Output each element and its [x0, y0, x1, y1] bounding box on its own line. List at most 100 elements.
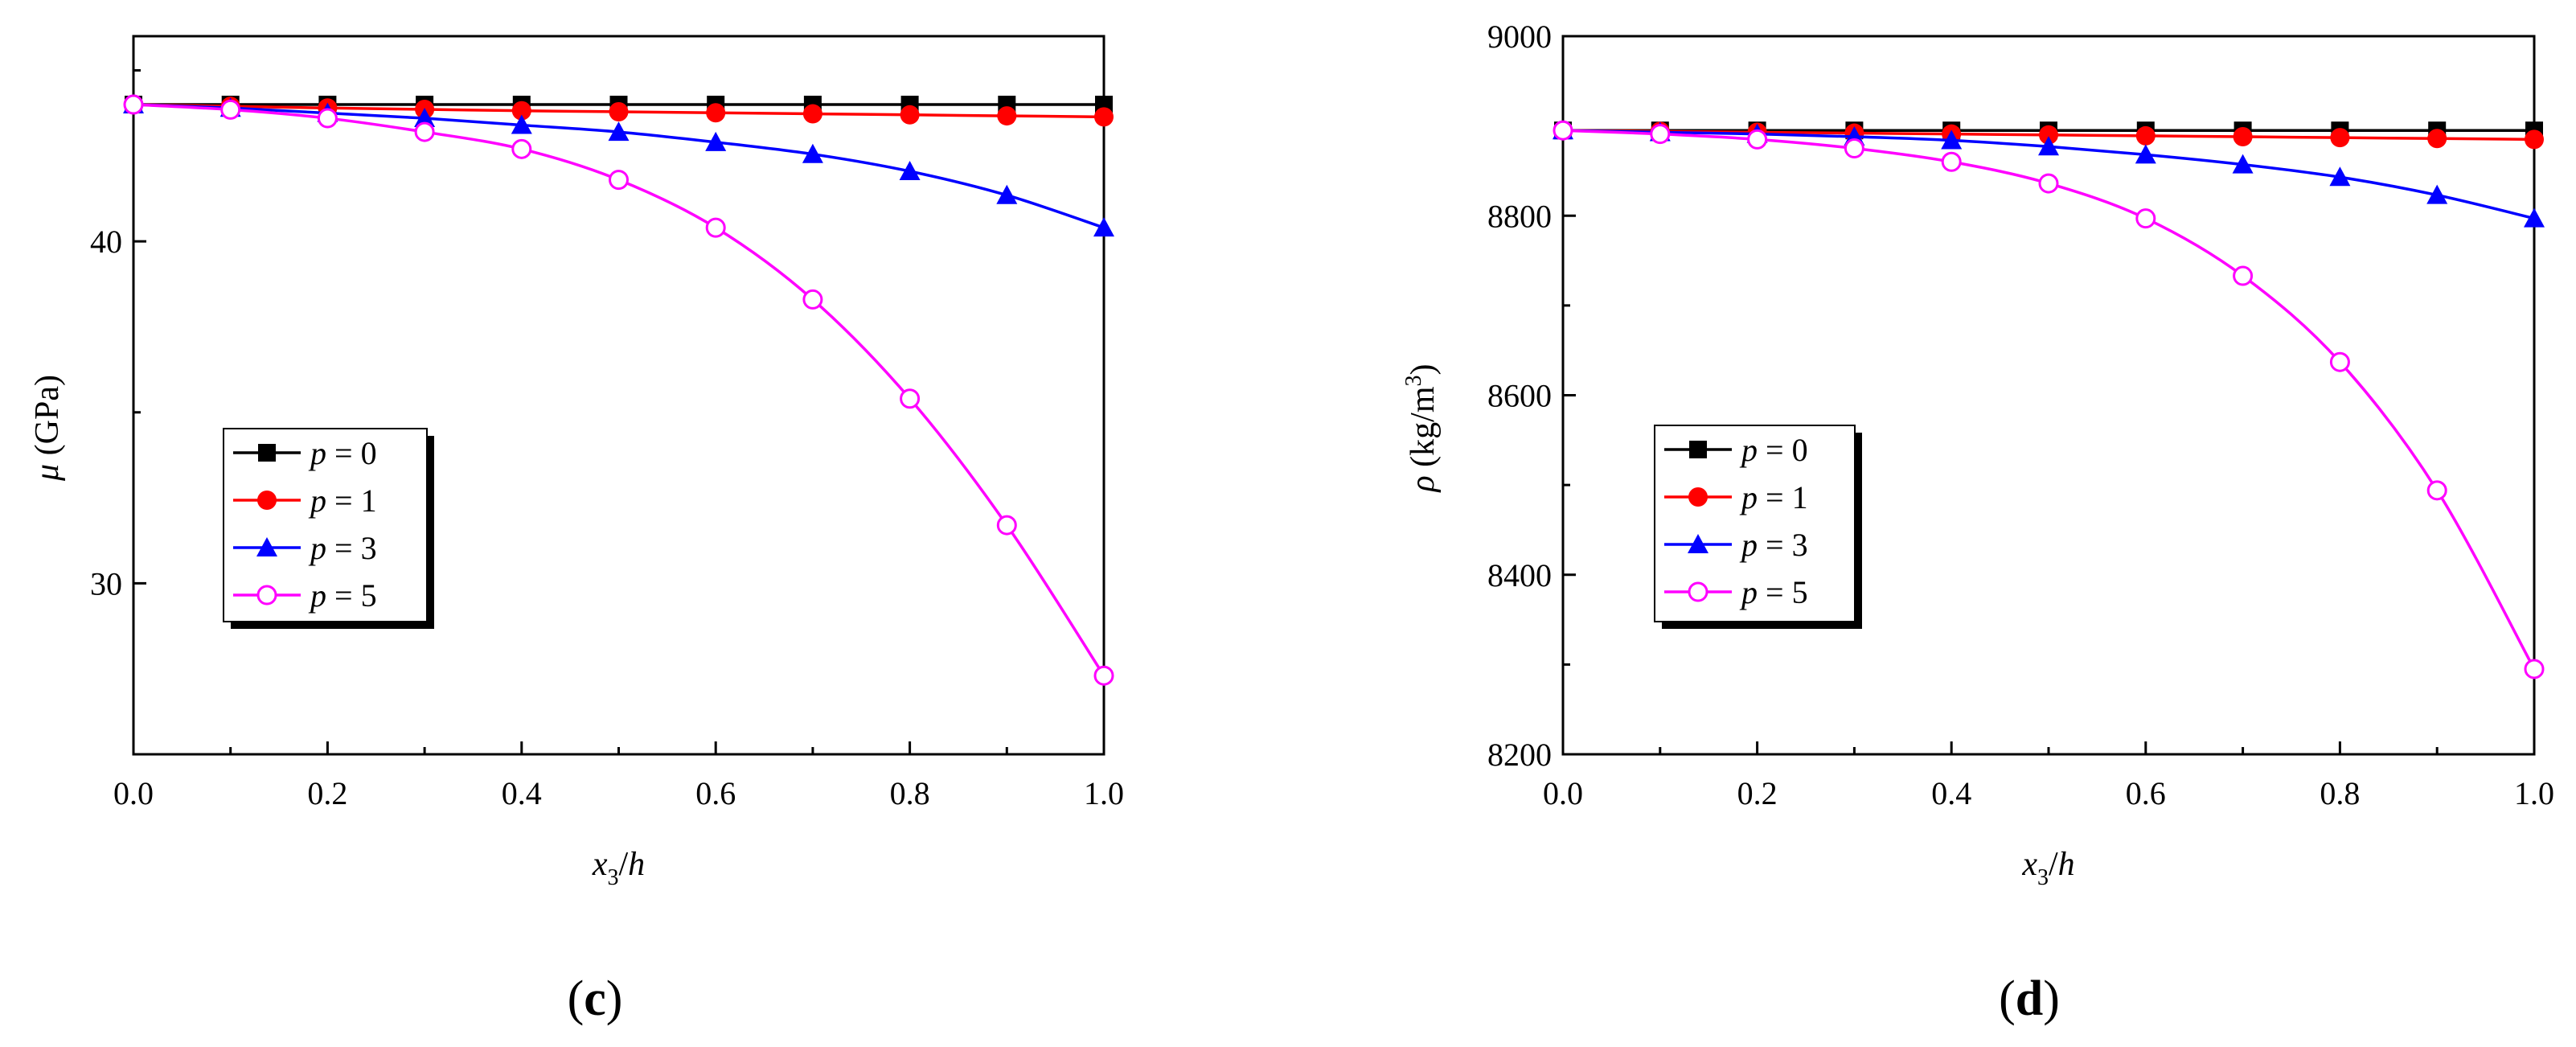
data-point: [220, 99, 241, 120]
legend-label-value: 0: [1792, 432, 1808, 468]
series-line: [1562, 129, 2535, 220]
x-axis-label-h: h: [628, 846, 645, 883]
data-point: [997, 106, 1017, 126]
y-axis-label-unit: (kg/m: [1405, 386, 1442, 475]
data-point: [414, 108, 436, 128]
x-tick-label: 0.0: [113, 775, 154, 811]
data-point: [2524, 207, 2545, 228]
legend-marker: [1688, 487, 1708, 507]
legend-label-p: p: [308, 482, 326, 519]
panel-label-open: (: [568, 971, 585, 1026]
data-point: [2135, 208, 2156, 229]
legend-label-eq: =: [1758, 479, 1792, 515]
legend-label: p = 1: [1739, 479, 1808, 515]
y-tick-label: 8400: [1487, 557, 1552, 593]
legend-marker: [256, 537, 277, 556]
legend-entry-p-0: p = 0: [1664, 432, 1808, 468]
legend-marker: [1689, 441, 1707, 458]
data-point: [609, 101, 629, 121]
panel-label-close: ): [606, 971, 623, 1026]
data-point: [1844, 138, 1864, 159]
x-tick-label: 0.8: [2320, 775, 2360, 811]
legend-label: p = 5: [308, 577, 377, 614]
y-axis-label: ρ (kg/m3): [1401, 364, 1442, 494]
legend-entry-p-3: p = 3: [233, 530, 377, 566]
data-point: [2330, 128, 2350, 148]
data-point: [996, 184, 1018, 204]
data-point: [900, 105, 920, 125]
legend-label-eq: =: [1758, 574, 1792, 610]
legend-label: p = 1: [308, 482, 377, 519]
x-tick-label: 0.6: [695, 775, 736, 811]
legend-label: p = 3: [1739, 527, 1808, 563]
legend-label-value: 5: [1792, 574, 1808, 610]
x-tick-label: 1.0: [1084, 775, 1124, 811]
legend-marker: [256, 585, 277, 606]
data-point: [2524, 659, 2545, 680]
data-point: [511, 101, 531, 121]
legend-label-eq: =: [326, 482, 361, 519]
data-point: [2135, 125, 2156, 146]
x-axis-label-div: /: [2049, 846, 2058, 883]
legend-label-p: p: [1739, 574, 1758, 610]
legend-label-eq: =: [326, 530, 361, 566]
legend-entry-p-1: p = 1: [1664, 479, 1808, 515]
data-point: [2038, 173, 2059, 194]
x-tick-label: 0.4: [502, 775, 542, 811]
panel-label-close: ): [2043, 971, 2060, 1026]
data-point: [2329, 351, 2350, 372]
data-point: [802, 143, 823, 163]
data-point: [2232, 154, 2254, 174]
legend-label-p: p: [308, 435, 326, 471]
legend: p = 0 p = 1 p = 3 p = 5: [223, 428, 434, 629]
y-tick-label: 30: [90, 565, 122, 602]
legend-box: [1654, 425, 1856, 622]
y-axis-label-close: ): [1405, 364, 1442, 376]
data-point: [317, 108, 338, 129]
data-point: [2233, 265, 2254, 286]
x-tick-label: 0.4: [1931, 775, 1971, 811]
x-axis-label-sub: 3: [2037, 865, 2049, 890]
series-p-5: [123, 94, 1114, 686]
y-tick-label: 8800: [1487, 198, 1552, 234]
panel-label: (c): [568, 971, 623, 1026]
panel-label-letter: d: [2016, 971, 2043, 1026]
data-point: [511, 138, 532, 159]
data-point: [1093, 217, 1114, 237]
data-point: [2427, 129, 2447, 149]
legend-label: p = 0: [1739, 432, 1808, 468]
legend-label-p: p: [1739, 479, 1758, 515]
data-point: [2426, 480, 2447, 501]
y-axis-label: μ (GPa): [29, 375, 66, 482]
legend-label-value: 1: [1792, 479, 1808, 515]
legend-label-p: p: [1739, 432, 1758, 468]
data-point: [1941, 151, 1962, 172]
x-axis-label: x3/h: [2021, 846, 2074, 890]
data-point: [2525, 129, 2544, 150]
x-tick-label: 0.0: [1543, 775, 1583, 811]
y-axis-label-unit: (GPa): [29, 375, 66, 464]
legend: p = 0p = 1p = 3p = 5: [1654, 425, 1862, 629]
legend-box: [223, 428, 428, 622]
legend-label-value: 0: [361, 435, 377, 471]
legend-marker: [1688, 581, 1708, 602]
y-tick-label: 8600: [1487, 378, 1552, 414]
legend-entry-p-3: p = 3: [1664, 527, 1808, 563]
data-point: [608, 121, 630, 142]
legend-label-value: 3: [1792, 527, 1808, 563]
data-point: [1553, 120, 1573, 141]
data-point: [2039, 125, 2058, 145]
legend-label-p: p: [308, 577, 326, 614]
data-point: [2038, 136, 2059, 156]
x-axis-label-div: /: [618, 846, 628, 883]
x-tick-label: 1.0: [2514, 775, 2554, 811]
legend-label: p = 5: [1739, 574, 1808, 610]
legend-label: p = 3: [308, 530, 377, 566]
x-axis-label-sub: 3: [607, 865, 618, 890]
legend-entry-p-0: p = 0: [233, 435, 377, 471]
data-point: [802, 289, 823, 310]
data-point: [1650, 124, 1671, 145]
data-point: [899, 160, 921, 180]
data-point: [2329, 166, 2351, 187]
series-p-3: [1553, 120, 2545, 228]
